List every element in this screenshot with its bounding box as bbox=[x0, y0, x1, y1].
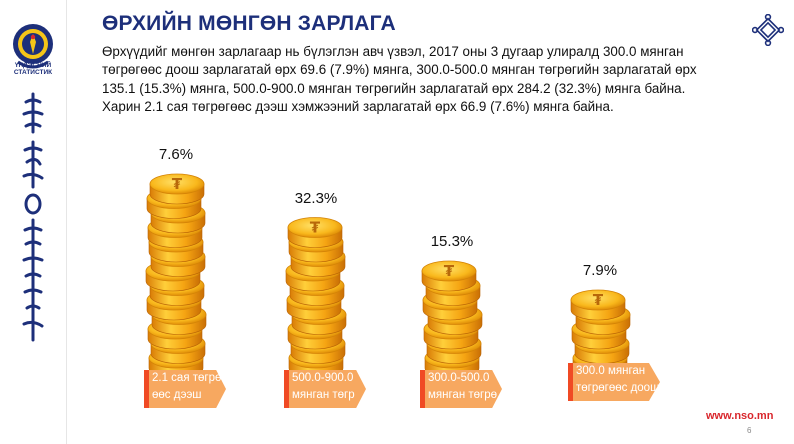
category-label: 300.0-500.0 мянган төгрө bbox=[420, 370, 502, 408]
category-label-text: 300.0 мянган төгрөгөөс доош bbox=[576, 365, 660, 394]
category-label: 2.1 сая төгрө өөс дээш bbox=[144, 370, 226, 408]
category-label: 300.0 мянган төгрөгөөс доош bbox=[568, 363, 660, 401]
tugrik-sign-icon: ₮ bbox=[310, 219, 321, 237]
page-number: 6 bbox=[747, 426, 752, 435]
category-label: 500.0-900.0 мянган төгр bbox=[284, 370, 366, 408]
category-label-text: 2.1 сая төгрө өөс дээш bbox=[152, 372, 222, 401]
mongolian-script-icon bbox=[22, 92, 44, 342]
emblem-label-line2: СТАТИСТИК bbox=[13, 69, 53, 76]
nso-emblem-icon bbox=[13, 24, 53, 69]
endless-knot-icon bbox=[752, 14, 784, 46]
slide-title: ӨРХИЙН МӨНГӨН ЗАРЛАГА bbox=[102, 12, 396, 35]
sidebar: ҮНДЭСНИЙ СТАТИСТИК bbox=[0, 0, 67, 444]
value-label: 15.3% bbox=[430, 233, 474, 250]
tugrik-sign-icon: ₮ bbox=[444, 262, 455, 280]
footer-url[interactable]: www.nso.mn bbox=[706, 410, 774, 422]
category-label-text: 500.0-900.0 мянган төгр bbox=[292, 372, 355, 401]
value-label: 7.6% bbox=[158, 146, 194, 163]
coin-stack-2: ₮ bbox=[285, 217, 347, 379]
tugrik-sign-icon: ₮ bbox=[172, 175, 183, 193]
coin-stack-3: ₮ bbox=[421, 260, 483, 379]
category-label-text: 300.0-500.0 мянган төгрө bbox=[428, 372, 498, 401]
tugrik-sign-icon: ₮ bbox=[593, 291, 604, 309]
value-label: 7.9% bbox=[582, 262, 618, 279]
coin-stack-1: ₮ bbox=[145, 173, 207, 379]
emblem-label-line1: ҮНДЭСНИЙ bbox=[14, 62, 52, 69]
value-label: 32.3% bbox=[294, 189, 338, 207]
slide-body-text: Өрхүүдийг мөнгөн зарлагаар нь бүлэглэн а… bbox=[102, 44, 697, 114]
